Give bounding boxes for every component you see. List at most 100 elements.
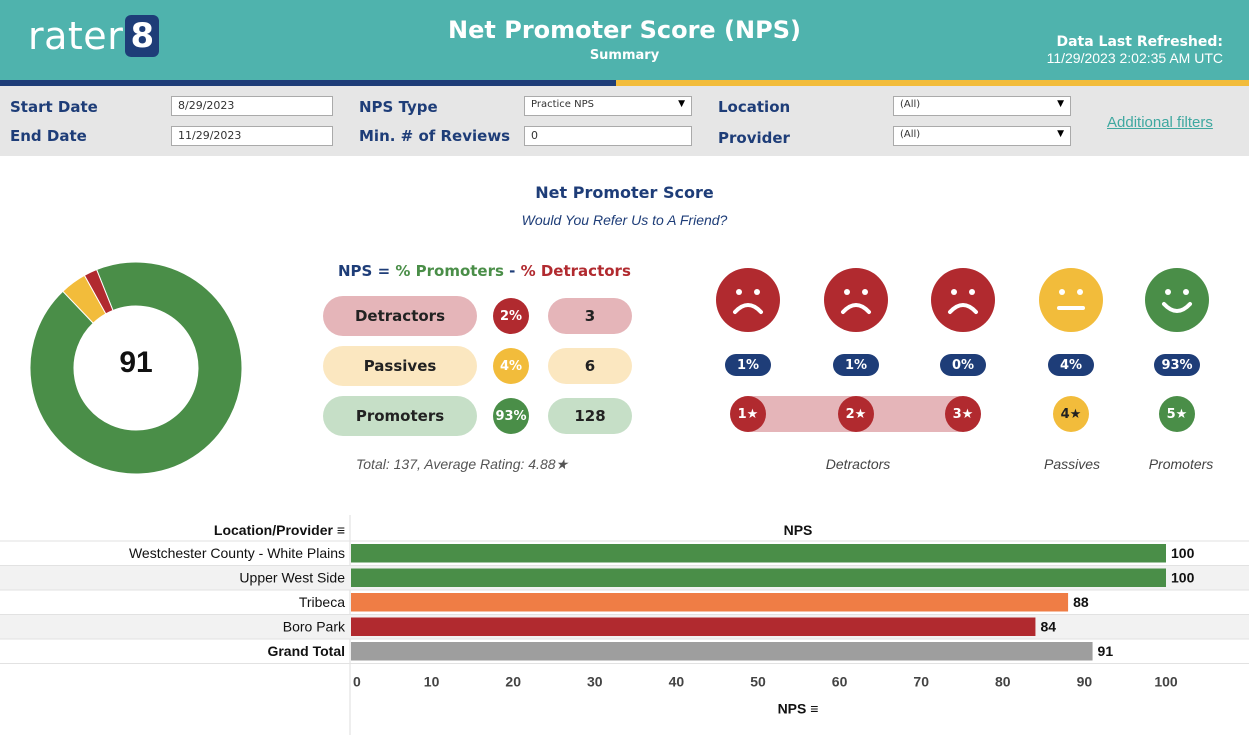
chart-title: NPS (784, 522, 813, 538)
bar-value-label: 91 (1098, 643, 1114, 659)
bar (351, 593, 1069, 612)
formula-prefix: NPS = (338, 262, 396, 280)
header-stripe-blue (0, 80, 616, 86)
end-date-input[interactable]: 11/29/2023 (171, 126, 333, 146)
bar-value-label: 84 (1040, 619, 1056, 635)
tick-label: 30 (587, 674, 603, 690)
additional-filters-link[interactable]: Additional filters (1107, 114, 1213, 131)
x-axis-label: NPS ≡ (778, 701, 819, 717)
passives-pct-badge: 4% (493, 348, 529, 384)
detractors-category-label: Detractors (825, 456, 891, 472)
refresh-label: Data Last Refreshed: (1056, 34, 1223, 50)
sad-face-icon (716, 268, 780, 332)
bar-value-label: 100 (1171, 570, 1195, 586)
formula-minus: - (503, 262, 521, 280)
detractors-label-pill: Detractors (323, 296, 477, 336)
nps-type-value: Practice NPS (531, 99, 594, 110)
start-date-label: Start Date (10, 98, 98, 116)
rating-3-pct: 0% (940, 354, 986, 376)
category-label: Grand Total (267, 643, 345, 659)
nps-type-select[interactable]: Practice NPS ▼ (524, 96, 692, 116)
data-refresh-info: Data Last Refreshed: 11/29/2023 2:02:35 … (1047, 34, 1223, 66)
promoters-category-label: Promoters (1148, 456, 1214, 472)
rating-5-star-badge: 5★ (1159, 396, 1195, 432)
passives-count-pill: 6 (548, 348, 632, 384)
chevron-down-icon: ▼ (1057, 99, 1064, 109)
detractors-count-pill: 3 (548, 298, 632, 334)
logo-number: 8 (125, 15, 160, 57)
nps-formula: NPS = % Promoters - % Detractors (338, 262, 631, 280)
formula-promoters: % Promoters (395, 262, 504, 280)
tick-label: 40 (669, 674, 685, 690)
passives-label-pill: Passives (323, 346, 477, 386)
logo-text: rater (28, 14, 124, 58)
rating-4-star-badge: 4★ (1053, 396, 1089, 432)
rating-1-star-badge: 1★ (730, 396, 766, 432)
row-header-label: Location/Provider ≡ (214, 522, 345, 538)
chevron-down-icon: ▼ (678, 99, 685, 109)
bar (351, 617, 1036, 636)
bar (351, 544, 1166, 563)
tick-label: 100 (1154, 674, 1178, 690)
promoters-count-pill: 128 (548, 398, 632, 434)
provider-value: (All) (900, 129, 921, 140)
formula-detractors: % Detractors (520, 262, 631, 280)
passives-category-label: Passives (1043, 456, 1101, 472)
bar-value-label: 100 (1171, 545, 1195, 561)
rater8-logo: rater 8 (28, 14, 160, 58)
tick-label: 80 (995, 674, 1011, 690)
location-label: Location (718, 98, 791, 116)
provider-label: Provider (718, 129, 790, 147)
nps-section-subtitle: Would You Refer Us to A Friend? (521, 212, 728, 228)
tick-label: 10 (424, 674, 440, 690)
neutral-face-icon (1039, 268, 1103, 332)
header-stripe-gold (616, 80, 1249, 86)
donut-slice-promoters (30, 262, 242, 474)
page-title: Net Promoter Score (NPS) (448, 16, 801, 44)
nps-type-label: NPS Type (359, 98, 438, 116)
filter-bar: Start Date 8/29/2023 End Date 11/29/2023… (0, 86, 1249, 156)
location-value: (All) (900, 99, 921, 110)
donut-slice-detractors (83, 268, 114, 315)
rating-2-pct: 1% (833, 354, 879, 376)
chevron-down-icon: ▼ (1057, 129, 1064, 139)
sad-face-icon (824, 268, 888, 332)
nps-section-title: Net Promoter Score (535, 183, 714, 202)
nps-by-location-chart: Location/Provider ≡ NPS Westchester County… (0, 515, 1249, 735)
rating-3-star-badge: 3★ (945, 396, 981, 432)
tick-label: 90 (1077, 674, 1093, 690)
location-select[interactable]: (All) ▼ (893, 96, 1071, 116)
nps-score-value: 91 (119, 346, 153, 379)
tick-label: 20 (505, 674, 521, 690)
category-label: Westchester County - White Plains (129, 545, 345, 561)
nps-donut-chart (30, 262, 242, 474)
page-subtitle: Summary (589, 48, 660, 63)
tick-label: 70 (913, 674, 929, 690)
rating-2-star-badge: 2★ (838, 396, 874, 432)
category-label: Boro Park (283, 619, 346, 635)
category-label: Upper West Side (239, 570, 345, 586)
tick-label: 0 (353, 674, 361, 690)
header-bar: rater 8 Net Promoter Score (NPS) Summary… (0, 0, 1249, 80)
start-date-input[interactable]: 8/29/2023 (171, 96, 333, 116)
tick-label: 50 (750, 674, 766, 690)
promoters-label-pill: Promoters (323, 396, 477, 436)
bar-value-label: 88 (1073, 594, 1089, 610)
detractors-pct-badge: 2% (493, 298, 529, 334)
min-reviews-label: Min. # of Reviews (359, 127, 511, 145)
refresh-value: 11/29/2023 2:02:35 AM UTC (1046, 50, 1223, 66)
end-date-label: End Date (10, 127, 87, 145)
tick-label: 60 (832, 674, 848, 690)
smiley-face-icon (1145, 268, 1209, 332)
rating-4-pct: 4% (1048, 354, 1094, 376)
totals-summary: Total: 137, Average Rating: 4.88★ (356, 456, 569, 472)
min-reviews-input[interactable]: 0 (524, 126, 692, 146)
rating-1-pct: 1% (725, 354, 771, 376)
provider-select[interactable]: (All) ▼ (893, 126, 1071, 146)
bar (351, 642, 1093, 661)
rating-5-pct: 93% (1154, 354, 1200, 376)
bar (351, 568, 1166, 587)
sad-face-icon (931, 268, 995, 332)
promoters-pct-badge: 93% (493, 398, 529, 434)
category-label: Tribeca (299, 594, 345, 610)
